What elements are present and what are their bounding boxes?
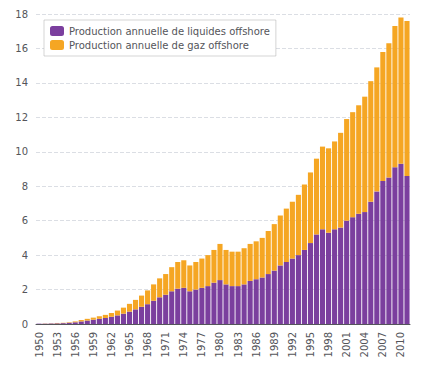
svg-text:1962: 1962: [106, 332, 117, 357]
svg-text:0: 0: [22, 319, 28, 330]
svg-text:6: 6: [22, 215, 28, 226]
svg-text:2004: 2004: [359, 332, 370, 357]
svg-text:1980: 1980: [214, 332, 225, 357]
svg-text:4: 4: [22, 250, 28, 261]
svg-text:18: 18: [15, 9, 28, 20]
svg-text:1974: 1974: [178, 332, 189, 357]
svg-text:1965: 1965: [124, 332, 135, 357]
svg-text:2: 2: [22, 284, 28, 295]
svg-text:12: 12: [15, 112, 28, 123]
svg-text:Production annuelle de gaz off: Production annuelle de gaz offshore: [69, 40, 249, 51]
svg-text:1959: 1959: [88, 332, 99, 357]
svg-text:1956: 1956: [70, 332, 81, 357]
svg-text:2001: 2001: [341, 332, 352, 357]
svg-text:2007: 2007: [377, 332, 388, 357]
svg-text:1977: 1977: [196, 332, 207, 357]
svg-text:1953: 1953: [52, 332, 63, 357]
svg-text:1971: 1971: [160, 332, 171, 357]
svg-text:2010: 2010: [395, 332, 406, 357]
svg-text:8: 8: [22, 181, 28, 192]
svg-text:1992: 1992: [287, 332, 298, 357]
svg-text:1998: 1998: [323, 332, 334, 357]
svg-text:1995: 1995: [305, 332, 316, 357]
svg-text:14: 14: [15, 77, 28, 88]
svg-text:10: 10: [15, 146, 28, 157]
svg-text:1986: 1986: [251, 332, 262, 357]
svg-text:1989: 1989: [269, 332, 280, 357]
svg-text:1983: 1983: [233, 332, 244, 357]
svg-text:1968: 1968: [142, 332, 153, 357]
svg-text:Production annuelle de liquide: Production annuelle de liquides offshore: [69, 26, 270, 37]
svg-text:16: 16: [15, 43, 28, 54]
svg-text:1950: 1950: [34, 332, 45, 357]
